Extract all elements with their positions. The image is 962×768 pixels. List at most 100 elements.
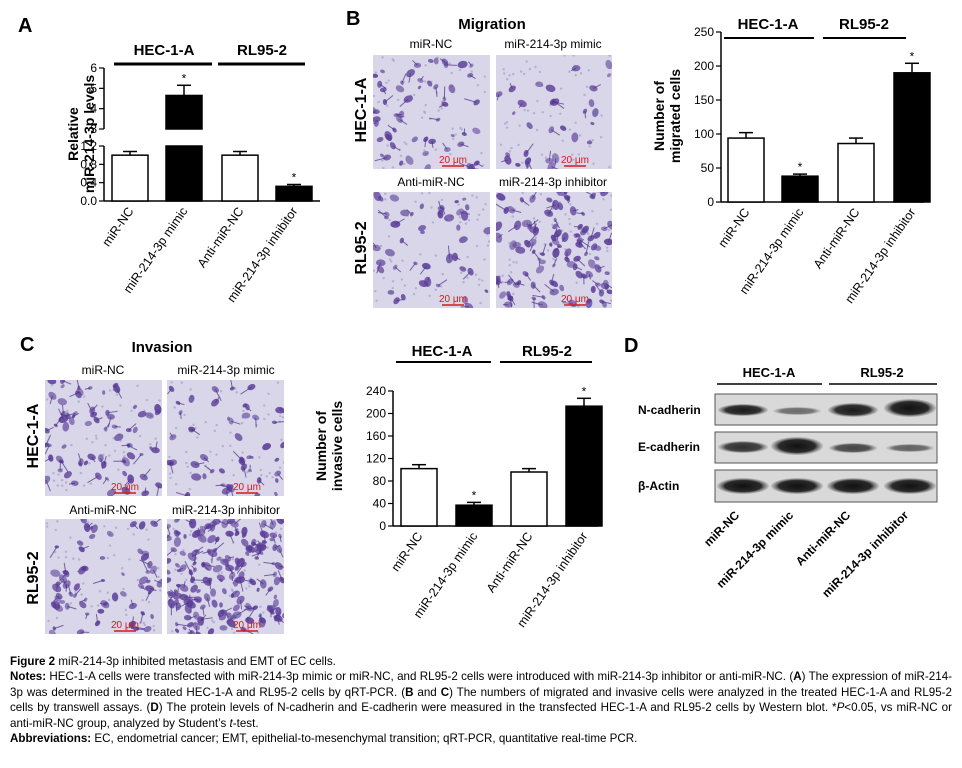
membrane-pore (230, 588, 234, 591)
stained-cell (95, 472, 102, 480)
membrane-pore (256, 631, 260, 634)
panel-letter-a: A (18, 15, 32, 37)
stained-cell (539, 259, 546, 265)
cell-process (532, 294, 544, 298)
stained-cell (577, 223, 583, 230)
stained-cell (175, 400, 181, 405)
cell-process (45, 445, 50, 455)
lane-label-3: Anti-miR-NC (793, 508, 854, 569)
membrane-pore (574, 121, 577, 125)
micrograph-texture: 20 μm (167, 519, 284, 634)
stained-cell (605, 59, 612, 70)
membrane-pore (115, 621, 119, 624)
membrane-pore (259, 605, 262, 609)
stained-cell (452, 252, 458, 262)
stained-cell (232, 604, 240, 612)
cell-process (167, 549, 175, 557)
membrane-pore (502, 68, 505, 71)
cell-process (509, 297, 513, 308)
cell-process (234, 519, 242, 525)
membrane-pore (229, 431, 232, 434)
membrane-pore (90, 605, 93, 608)
cell-process (274, 421, 284, 423)
membrane-pore (65, 488, 68, 492)
membrane-pore (215, 453, 218, 456)
cell-process (278, 565, 284, 568)
cell-process (203, 457, 209, 463)
panel-b-sig-1: * (798, 160, 803, 174)
stained-cell (112, 382, 119, 388)
stained-cell (211, 386, 219, 393)
membrane-pore (103, 524, 106, 528)
stained-cell (132, 426, 138, 434)
panel-a-ytick-low-label-0: 1.2 (80, 139, 97, 153)
cell-process (167, 526, 171, 534)
stained-cell (246, 455, 252, 460)
cell-process (131, 616, 135, 624)
membrane-pore (459, 221, 462, 224)
membrane-pore (125, 613, 128, 617)
stained-cell (204, 523, 211, 530)
cell-process (476, 162, 483, 167)
membrane-pore (217, 572, 220, 575)
stained-cell (389, 142, 396, 150)
stained-cell (226, 618, 236, 628)
membrane-pore (138, 434, 142, 438)
membrane-pore (523, 108, 526, 112)
membrane-pore (477, 283, 481, 287)
cell-process (85, 613, 88, 620)
stained-cell (590, 121, 595, 126)
stained-cell (512, 242, 522, 249)
cell-process (87, 475, 99, 484)
membrane-pore (240, 421, 244, 425)
stained-cell (512, 282, 520, 288)
membrane-pore (268, 471, 271, 475)
membrane-pore (458, 216, 462, 219)
membrane-pore (91, 440, 94, 444)
membrane-pore (61, 484, 64, 487)
membrane-pore (47, 619, 50, 623)
cell-process (63, 562, 67, 573)
cell-process (229, 533, 234, 543)
membrane-pore (602, 198, 605, 201)
membrane-pore (152, 629, 156, 632)
panel-a-sig-3: * (292, 171, 297, 185)
stained-cell (437, 211, 442, 216)
membrane-pore (69, 602, 73, 605)
membrane-pore (536, 99, 539, 103)
cell-process (255, 417, 257, 428)
membrane-pore (186, 465, 189, 469)
cell-process (509, 83, 513, 90)
stained-cell (443, 214, 455, 222)
cell-process (169, 432, 174, 438)
stained-cell (399, 160, 404, 166)
membrane-pore (577, 305, 580, 308)
cell-process (374, 157, 388, 162)
panel-c-label-mimic: miR-214-3p mimic (177, 363, 274, 377)
cell-process (121, 444, 131, 447)
panel-b-group-hec: HEC-1-A (738, 16, 799, 33)
membrane-pore (424, 64, 427, 67)
cell-process (260, 614, 263, 623)
cell-process (373, 111, 377, 114)
membrane-pore (123, 455, 126, 458)
cell-process (76, 380, 80, 388)
micrograph-texture: 20 μm (373, 55, 490, 169)
membrane-pore (278, 466, 282, 469)
stained-cell (111, 592, 119, 602)
membrane-pore (279, 414, 282, 418)
cell-process (508, 274, 517, 286)
membrane-pore (480, 151, 483, 155)
membrane-pore (115, 393, 119, 396)
band-actin-1 (717, 478, 769, 494)
panel-c-group-hec: HEC-1-A (412, 343, 473, 360)
stained-cell (273, 576, 281, 586)
membrane-pore (169, 476, 172, 480)
stained-cell (593, 231, 601, 239)
cell-process (192, 579, 204, 581)
panel-a-ytick-up-label-0: 6 (90, 61, 97, 75)
panel-b-xlabel-2: Anti-miR-NC (811, 206, 863, 271)
stained-cell (433, 84, 439, 90)
stained-cell (571, 132, 579, 143)
cell-process (584, 111, 587, 119)
